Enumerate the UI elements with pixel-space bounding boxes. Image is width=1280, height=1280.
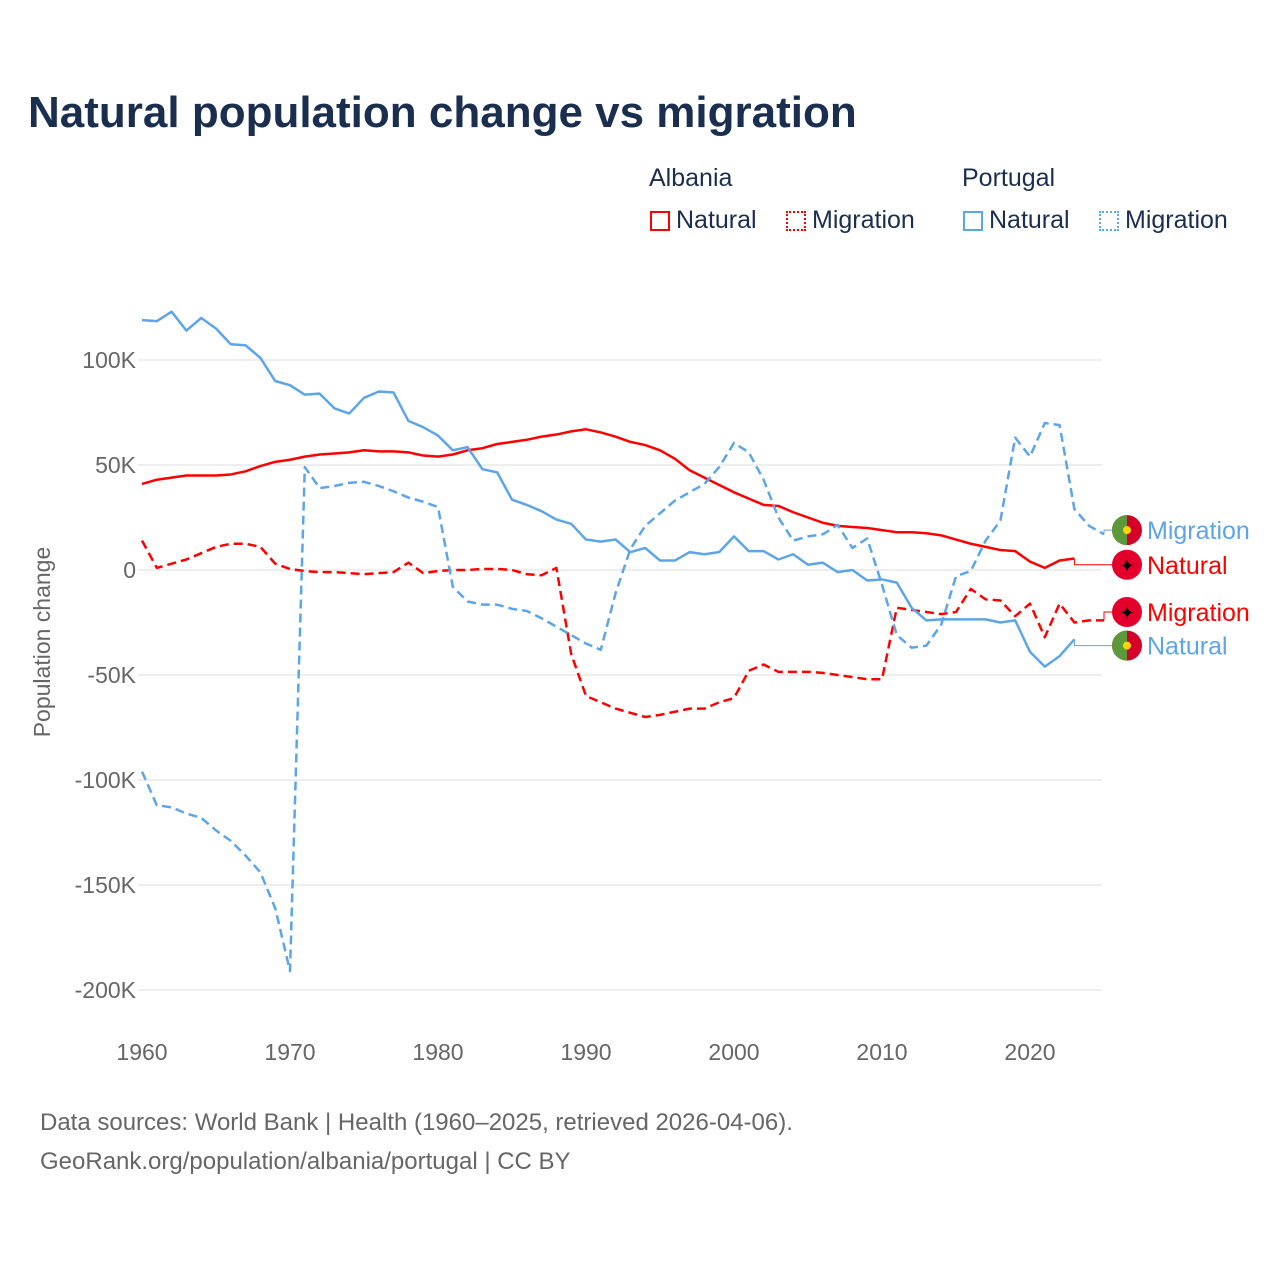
x-tick-label: 1990 [560,1039,611,1065]
portugal-emblem-icon [1123,526,1131,535]
legend-label: Migration [812,206,915,234]
y-tick-label: -150K [75,872,137,898]
source-url[interactable]: GeoRank.org/population/albania/portugal … [40,1148,571,1175]
legend-swatch-dotted [1099,210,1119,231]
legend-albania-natural[interactable]: Natural [650,206,757,235]
series-end-label: Migration [1147,599,1250,627]
chart-title: Natural population change vs migration [28,88,857,137]
legend-portugal-natural[interactable]: Natural [963,206,1070,235]
albania-flag-icon [1112,549,1142,580]
series-line-albania-natural [141,428,1075,570]
label-connector [1073,639,1112,647]
y-axis-label: Population change [29,547,55,738]
x-tick-label: 2010 [856,1039,907,1065]
legend-swatch-solid [650,210,670,231]
y-tick-label: 100K [82,347,136,373]
label-connector [1103,611,1112,621]
series-end-label: Migration [1147,517,1250,545]
portugal-flag-green [1112,515,1127,546]
legend-swatch-dotted [786,210,806,231]
series-line-portugal-migration [140,421,1105,973]
legend-albania-migration[interactable]: Migration [786,206,915,235]
legend-group-albania: Albania [649,164,733,192]
albania-eagle-icon: ✦ [1119,603,1134,623]
legend-swatch-solid [963,210,983,231]
x-tick-label: 2000 [708,1039,759,1065]
series-line-portugal-natural [141,310,1076,668]
portugal-flag-green [1112,630,1127,661]
legend-portugal-migration[interactable]: Migration [1099,206,1228,235]
x-tick-label: 1960 [116,1039,167,1065]
label-connector [1103,529,1112,535]
y-tick-label: 0 [123,557,136,583]
portugal-emblem-icon [1123,641,1131,650]
series-line-albania-migration [140,540,1104,719]
legend-label: Natural [676,206,757,234]
x-tick-label: 1970 [264,1039,315,1065]
legend-label: Migration [1125,206,1228,234]
label-connector [1073,558,1112,566]
legend-label: Natural [989,206,1070,234]
y-tick-label: -50K [87,662,136,688]
y-tick-label: -100K [75,767,137,793]
source-note: Data sources: World Bank | Health (1960–… [40,1109,793,1136]
y-tick-label: -200K [75,977,137,1003]
legend-group-portugal: Portugal [962,164,1056,192]
y-tick-label: 50K [95,452,137,478]
albania-flag-icon [1112,597,1142,627]
albania-eagle-icon: ✦ [1119,556,1134,576]
series-end-label: Natural [1147,633,1228,661]
x-tick-label: 2020 [1004,1039,1055,1065]
series-end-label: Natural [1147,552,1228,580]
x-tick-label: 1980 [412,1039,463,1065]
